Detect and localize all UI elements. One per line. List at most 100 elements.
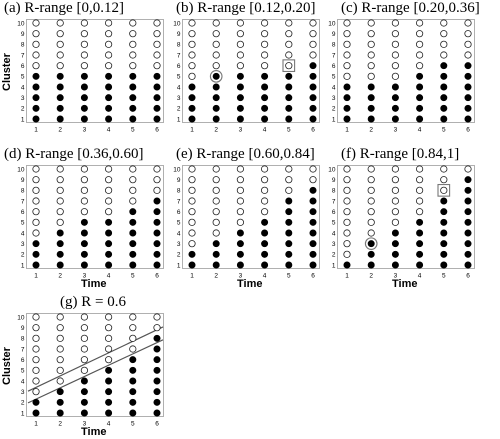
filled-point xyxy=(236,250,244,258)
empty-point xyxy=(212,165,220,173)
empty-point xyxy=(367,62,375,70)
filled-point xyxy=(416,94,424,102)
empty-point xyxy=(212,208,220,216)
x-tick-label: 6 xyxy=(466,273,470,280)
empty-point xyxy=(105,324,113,332)
filled-point xyxy=(32,240,40,248)
empty-point xyxy=(56,19,64,27)
empty-point xyxy=(188,30,196,38)
y-tick-label: 3 xyxy=(21,389,25,396)
x-tick-label: 6 xyxy=(466,127,470,134)
empty-point xyxy=(212,62,220,70)
filled-point xyxy=(32,409,40,417)
plot-frame xyxy=(182,19,320,123)
empty-point xyxy=(285,30,293,38)
filled-point xyxy=(261,250,269,258)
filled-point xyxy=(440,229,448,237)
empty-point xyxy=(343,62,351,70)
filled-point xyxy=(153,334,161,342)
empty-point xyxy=(367,176,375,184)
empty-point xyxy=(212,19,220,27)
filled-point xyxy=(285,104,293,112)
filled-point xyxy=(105,250,113,258)
y-tick-label: 8 xyxy=(332,188,336,195)
filled-point xyxy=(261,72,269,80)
y-tick-label: 4 xyxy=(332,84,336,91)
empty-point xyxy=(56,197,64,205)
filled-point xyxy=(464,186,472,194)
empty-point xyxy=(188,229,196,237)
x-tick-label: 3 xyxy=(394,273,398,280)
x-tick-label: 3 xyxy=(394,127,398,134)
filled-point xyxy=(464,197,472,205)
empty-point xyxy=(32,176,40,184)
x-tick-label: 5 xyxy=(442,273,446,280)
x-tick-label: 4 xyxy=(263,127,267,134)
y-tick-label: 2 xyxy=(177,106,181,113)
y-tick-label: 6 xyxy=(21,209,25,216)
filled-point xyxy=(80,72,88,80)
filled-point xyxy=(105,240,113,248)
filled-point xyxy=(129,104,137,112)
empty-point xyxy=(236,30,245,38)
y-tick-label: 3 xyxy=(332,95,336,102)
empty-point xyxy=(367,218,375,226)
filled-point xyxy=(261,240,269,248)
filled-point xyxy=(464,208,472,216)
empty-point xyxy=(105,40,113,48)
empty-point xyxy=(153,176,161,184)
empty-point xyxy=(464,40,472,48)
empty-point xyxy=(129,324,137,332)
empty-point xyxy=(153,19,161,27)
filled-point xyxy=(32,398,40,406)
x-tick-label: 3 xyxy=(83,273,87,280)
empty-point xyxy=(188,40,196,48)
empty-point xyxy=(391,30,400,38)
filled-point xyxy=(309,208,317,216)
empty-point xyxy=(80,356,89,364)
empty-point xyxy=(236,51,245,59)
empty-point xyxy=(464,30,472,38)
filled-point xyxy=(129,261,137,269)
empty-point xyxy=(236,19,245,27)
empty-point xyxy=(56,40,64,48)
empty-point xyxy=(105,334,113,342)
empty-point xyxy=(391,72,400,80)
y-tick-label: 2 xyxy=(21,106,25,113)
filled-point xyxy=(285,218,293,226)
plot-frame xyxy=(337,165,475,269)
empty-point xyxy=(440,51,448,59)
empty-point xyxy=(153,40,161,48)
y-tick-label: 9 xyxy=(332,31,336,38)
empty-point xyxy=(129,62,137,70)
empty-point xyxy=(343,51,351,59)
filled-point xyxy=(391,104,399,112)
filled-point xyxy=(343,94,351,102)
filled-point xyxy=(261,104,269,112)
filled-point xyxy=(105,83,113,91)
y-tick-label: 1 xyxy=(332,116,336,123)
filled-point xyxy=(80,218,88,226)
empty-point xyxy=(80,19,89,27)
panel-title: (a) R-range [0,0.12] xyxy=(4,0,124,16)
empty-point xyxy=(285,19,293,27)
y-tick-label: 5 xyxy=(177,74,181,81)
empty-point xyxy=(56,218,64,226)
filled-point xyxy=(285,197,293,205)
empty-point xyxy=(80,324,89,332)
empty-point xyxy=(440,186,448,194)
x-tick-label: 5 xyxy=(287,127,291,134)
filled-point xyxy=(309,218,317,226)
empty-point xyxy=(188,218,196,226)
empty-point xyxy=(32,324,40,332)
plot-area: 1 2 3 4 5 6 7 8 9 10 1 2 3 4 5 6 xyxy=(173,19,320,134)
empty-point xyxy=(56,366,64,374)
filled-point xyxy=(153,83,161,91)
empty-point xyxy=(212,186,220,194)
x-tick-label: 5 xyxy=(287,273,291,280)
empty-point xyxy=(367,19,375,27)
filled-point xyxy=(236,94,244,102)
empty-point xyxy=(261,30,269,38)
empty-point xyxy=(80,62,89,70)
empty-point xyxy=(80,40,89,48)
